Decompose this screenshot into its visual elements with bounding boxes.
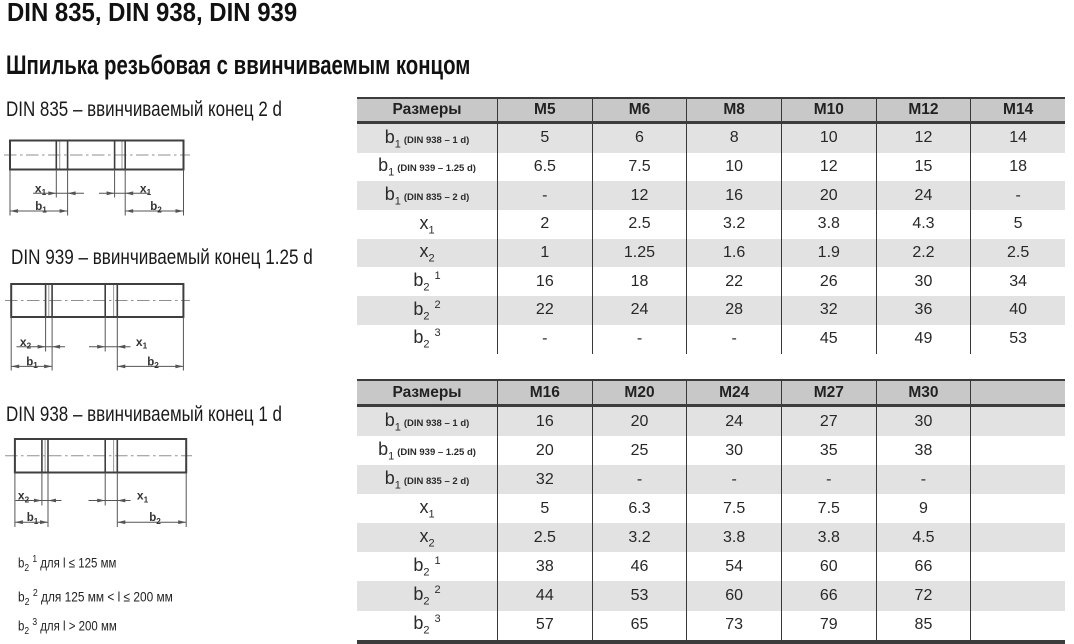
svg-text:x2: x2: [18, 489, 30, 505]
svg-text:b1: b1: [35, 201, 47, 215]
svg-text:b2: b2: [149, 512, 161, 526]
svg-text:x2: x2: [20, 335, 32, 351]
svg-text:b2: b2: [150, 201, 162, 215]
svg-text:b1: b1: [26, 356, 38, 370]
svg-text:b2: b2: [147, 356, 159, 370]
svg-text:b1: b1: [27, 512, 39, 526]
svg-text:x1: x1: [136, 335, 148, 351]
svg-text:x1: x1: [35, 182, 47, 198]
svg-text:x1: x1: [140, 182, 152, 198]
svg-text:x1: x1: [137, 489, 149, 505]
